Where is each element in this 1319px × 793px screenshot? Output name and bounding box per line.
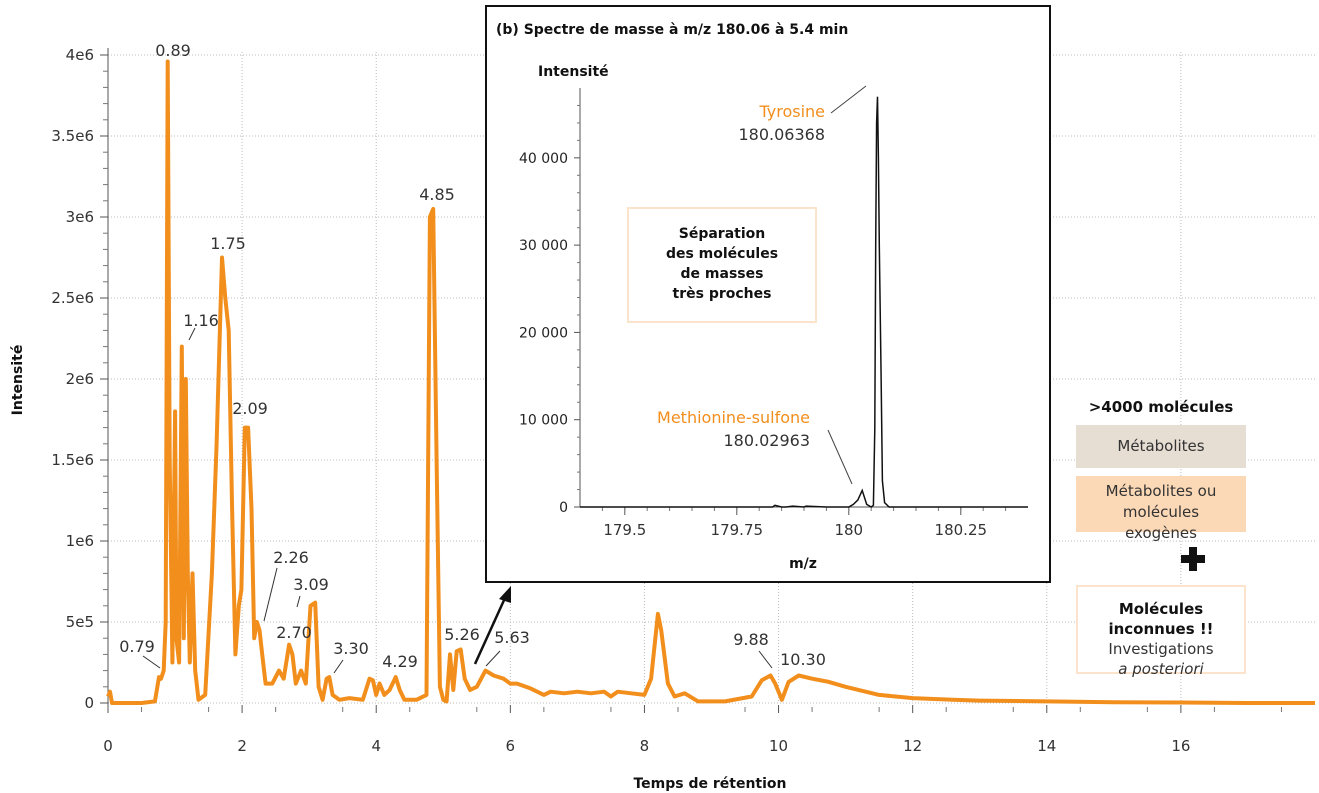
- molecule-count-heading: >4000 molécules: [1088, 398, 1234, 416]
- mass-spectrum-inset: (b) Spectre de masse à m/z 180.06 à 5.4 …: [485, 5, 1051, 583]
- unknown-molecules-line-3: a posteriori: [1118, 660, 1204, 678]
- peak-label: 5.63: [494, 628, 530, 647]
- x-tick-label: 4: [371, 737, 381, 755]
- tyrosine-label: Tyrosine: [758, 102, 825, 121]
- x-tick-label: 16: [1171, 737, 1190, 755]
- y-tick-label: 3.5e6: [51, 127, 94, 145]
- inset-y-tick-label: 10 000: [519, 413, 568, 429]
- inset-y-tick-label: 30 000: [519, 238, 568, 254]
- peak-label: 4.29: [382, 652, 418, 671]
- peak-label: 2.70: [276, 623, 312, 642]
- methionine-sulfone-mass-label: 180.02963: [723, 431, 810, 450]
- y-tick-label: 3e6: [66, 208, 94, 226]
- inset-y-tick-label: 40 000: [519, 151, 568, 167]
- exogenous-label-line-1: Métabolites ou molécules: [1105, 482, 1217, 521]
- callout-line-1: Séparation: [679, 226, 765, 242]
- y-tick-label: 1e6: [66, 532, 94, 550]
- y-tick-label: 4e6: [66, 46, 94, 64]
- peak-label: 5.26: [444, 625, 480, 644]
- arrow-head: [499, 586, 511, 603]
- inset-x-axis-label: m/z: [789, 556, 817, 572]
- main-x-axis-label: Temps de rétention: [633, 776, 786, 792]
- methionine-leader-line: [827, 429, 853, 485]
- x-tick-label: 6: [506, 737, 516, 755]
- inset-x-tick-label: 180.25: [935, 521, 988, 539]
- peak-label: 9.88: [733, 630, 769, 649]
- peak-label: 0.89: [155, 41, 191, 60]
- inset-y-tick-label: 20 000: [519, 325, 568, 341]
- peak-leader-line: [263, 567, 278, 622]
- tyrosine-leader-line: [830, 85, 867, 114]
- peak-label: 1.75: [210, 234, 246, 253]
- endogenous-metabolites-box: Métabolites endogènes: [1076, 425, 1246, 498]
- callout-line-4: très proches: [673, 286, 772, 302]
- inset-x-tick-label: 180: [834, 521, 863, 539]
- peak-label: 3.30: [333, 639, 369, 658]
- peak-label: 2.26: [273, 548, 309, 567]
- inset-x-tick-label: 179.5: [603, 521, 646, 539]
- unknown-molecules-title: Molécules inconnues !!: [1108, 600, 1214, 638]
- y-tick-label: 1.5e6: [51, 451, 94, 469]
- mass-spectrum-line: [580, 96, 1028, 508]
- y-tick-label: 5e5: [66, 613, 94, 631]
- main-chart-ticks: 0 2 4 6 8 10 12 14 16 0 5e5 1e6 1.5e6 2e6 2.5e6 3e6 3.5e…: [51, 46, 1282, 755]
- peak-label: 4.85: [419, 185, 455, 204]
- y-tick-label: 2.5e6: [51, 289, 94, 307]
- peak-leader-line: [333, 659, 344, 674]
- peak-label: 2.09: [232, 399, 268, 418]
- chromatogram-series-line: [106, 59, 1315, 705]
- x-tick-label: 8: [640, 737, 650, 755]
- x-tick-label: 10: [769, 737, 788, 755]
- x-tick-label: 12: [903, 737, 922, 755]
- callout-line-2: des molécules: [666, 246, 778, 262]
- inset-y-tick-label: 0: [559, 500, 568, 516]
- tyrosine-mass-label: 180.06368: [738, 125, 825, 144]
- main-y-axis-label: Intensité: [10, 345, 26, 416]
- inset-title: (b) Spectre de masse à m/z 180.06 à 5.4 …: [496, 22, 848, 38]
- methionine-sulfone-label: Methionine-sulfone: [657, 408, 810, 427]
- unknown-molecules-line-2: Investigations: [1108, 640, 1214, 658]
- exogenous-label-line-2: exogènes: [1125, 524, 1197, 542]
- inset-y-axis-label: Intensité: [538, 64, 609, 80]
- x-tick-label: 14: [1037, 737, 1056, 755]
- peak-label: 0.79: [119, 637, 155, 656]
- peak-leader-line: [296, 595, 301, 608]
- callout-box: [627, 207, 817, 323]
- peak-leader-line: [758, 650, 773, 669]
- exogenous-metabolites-box: Métabolites ou molécules exogènes: [1076, 476, 1246, 542]
- callout-line-3: de masses: [681, 266, 764, 282]
- inset-x-tick-label: 179.75: [711, 521, 764, 539]
- peak-annotations: 0.89 1.16 1.75 2.09 0.79 2.26 3.09 2.70 3.30 4.29…: [119, 41, 826, 674]
- inset-annotations: Tyrosine 180.06368 Methionine-sulfone 180.0…: [657, 85, 867, 485]
- inset-arrow: [473, 586, 511, 665]
- y-tick-label: 2e6: [66, 370, 94, 388]
- peak-leader-line: [142, 655, 161, 669]
- plus-icon: [1181, 547, 1205, 571]
- arrow-shaft: [473, 597, 507, 665]
- peak-leader-line: [485, 650, 501, 667]
- peak-label: 1.16: [183, 311, 219, 330]
- peak-leader-line: [188, 327, 196, 341]
- peak-label: 3.09: [293, 575, 329, 594]
- y-tick-label: 0: [84, 694, 94, 712]
- x-tick-label: 0: [103, 737, 113, 755]
- peak-label: 10.30: [780, 650, 826, 669]
- x-tick-label: 2: [237, 737, 247, 755]
- unknown-molecules-box: Molécules inconnues !! Investigations a …: [1076, 585, 1246, 678]
